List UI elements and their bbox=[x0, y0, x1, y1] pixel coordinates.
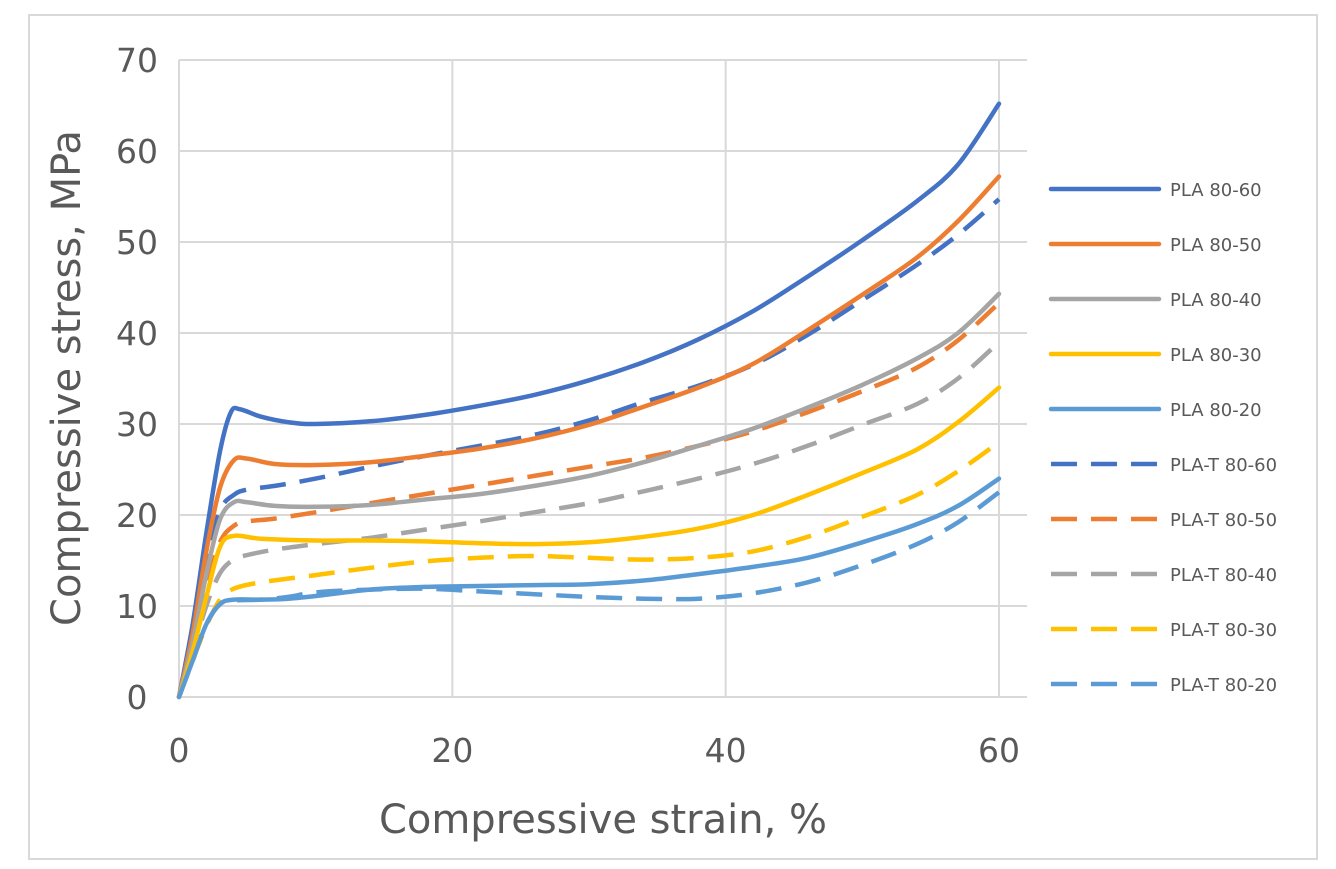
series-layer bbox=[176, 101, 1002, 700]
legend-label-pla-80-40: PLA 80-40 bbox=[1170, 290, 1262, 311]
series-line-pla-80-50 bbox=[176, 174, 1002, 700]
series-line-pla-80-40 bbox=[176, 291, 1002, 700]
y-axis-title: Compressive stress, MPa bbox=[44, 130, 90, 626]
legend-label-pla-t-80-30: PLA-T 80-30 bbox=[1170, 620, 1277, 641]
y-tick-label: 10 bbox=[116, 587, 158, 626]
legend-label-pla-t-80-40: PLA-T 80-40 bbox=[1170, 565, 1277, 586]
legend-label-pla-80-30: PLA 80-30 bbox=[1170, 345, 1262, 366]
y-tick-label: 70 bbox=[116, 41, 158, 80]
x-tick-label: 20 bbox=[431, 731, 473, 770]
x-tick-label: 40 bbox=[705, 731, 747, 770]
axes bbox=[178, 60, 1027, 698]
series-line-pla-t-80-60 bbox=[176, 197, 1001, 698]
grid bbox=[179, 59, 1027, 697]
legend-label-pla-80-50: PLA 80-50 bbox=[1170, 235, 1262, 256]
x-axis-title: Compressive strain, % bbox=[379, 797, 827, 843]
y-tick-label: 50 bbox=[116, 223, 158, 262]
x-tick-label: 0 bbox=[169, 731, 190, 770]
y-tick-label: 60 bbox=[116, 132, 158, 171]
y-tick-label: 30 bbox=[116, 405, 158, 444]
series-line-pla-t-80-50 bbox=[176, 301, 1001, 698]
legend-label-pla-t-80-50: PLA-T 80-50 bbox=[1170, 510, 1277, 531]
series-line-pla-80-30 bbox=[176, 385, 1002, 700]
series-line-pla-80-20 bbox=[176, 476, 1002, 700]
y-tick-label: 20 bbox=[116, 496, 158, 535]
x-tick-label: 60 bbox=[978, 731, 1020, 770]
series-line-pla-80-60 bbox=[176, 101, 1002, 700]
series-line-pla-t-80-40 bbox=[176, 340, 1001, 698]
legend: PLA 80-60 PLA 80-50 PLA 80-40 PLA 80-30 PLA … bbox=[1048, 180, 1277, 696]
chart-frame bbox=[28, 14, 1318, 860]
legend-label-pla-t-80-20: PLA-T 80-20 bbox=[1170, 675, 1277, 696]
y-tick-label: 40 bbox=[116, 314, 158, 353]
legend-label-pla-80-20: PLA 80-20 bbox=[1170, 400, 1262, 421]
y-tick-label: 0 bbox=[127, 678, 148, 717]
legend-label-pla-t-80-60: PLA-T 80-60 bbox=[1170, 455, 1277, 476]
series-line-pla-t-80-20 bbox=[176, 490, 1001, 698]
legend-label-pla-80-60: PLA 80-60 bbox=[1170, 180, 1262, 201]
tick-labels: 0 10 20 30 40 50 60 70 0 20 40 60 bbox=[116, 41, 1020, 770]
